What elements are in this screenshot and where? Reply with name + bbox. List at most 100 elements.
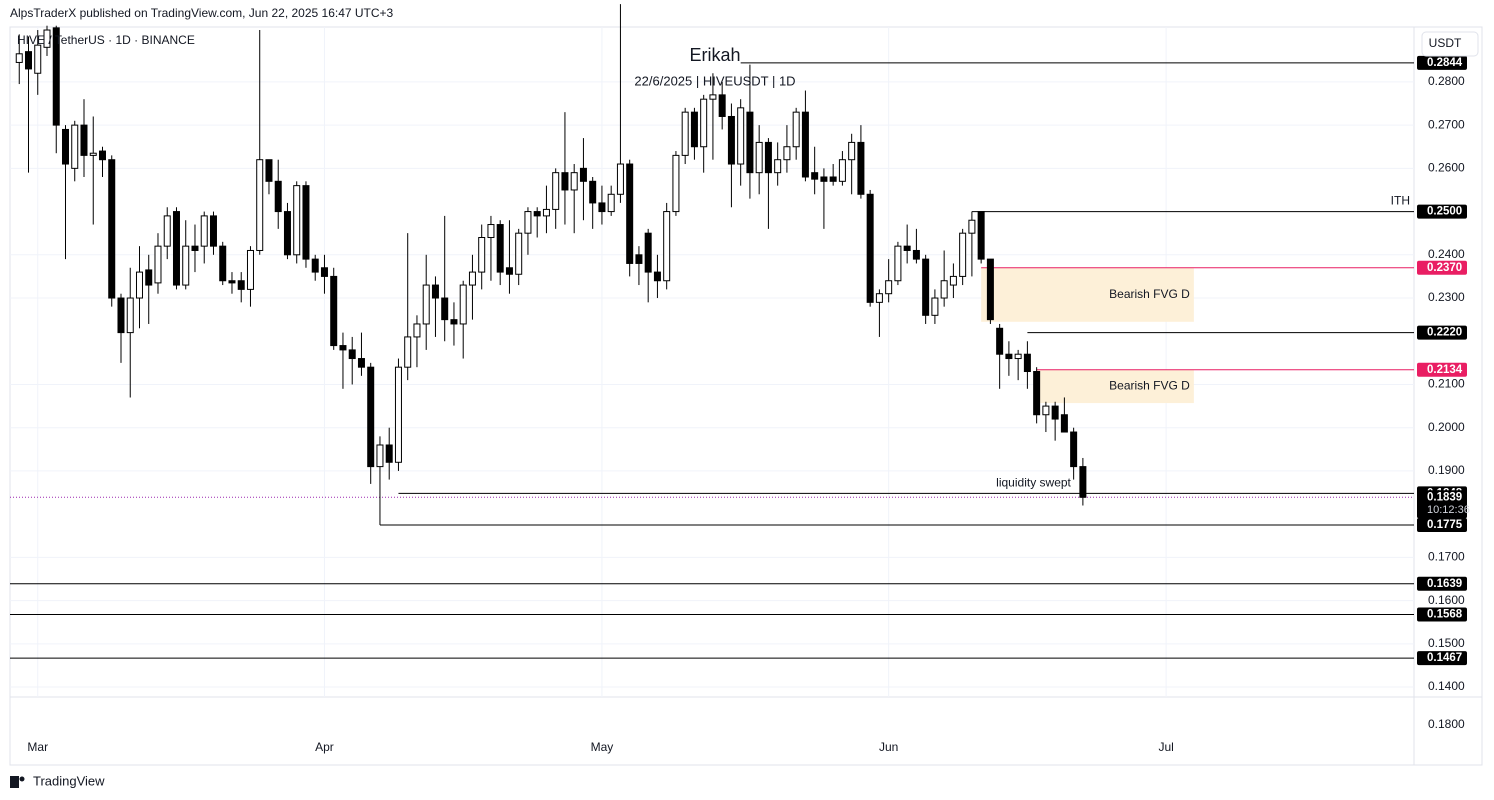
footer-brand: TradingView [33,773,105,788]
chart-subtitle: 22/6/2025 | HIVEUSDT | 1D [634,73,795,88]
candle-body [209,215,217,247]
logo-mark [10,776,19,788]
candle-body [857,141,865,195]
labels-layer: 0.28440.25000.23700.22200.21340.18480.17… [1417,55,1470,666]
candle-body [34,44,42,74]
currency[interactable]: USDT [1429,36,1462,50]
candle-body [15,53,23,63]
candle-body [71,124,79,169]
candle-body [968,219,976,234]
candle-body [885,280,893,295]
candle-body [283,211,291,256]
price-label-box [1417,651,1467,666]
candle-body [700,98,708,148]
candle-body [320,267,328,277]
zones-layer: Bearish FVG D Bearish FVG D [981,267,1194,404]
candle-body [154,245,162,284]
candle-body [431,284,439,299]
candle-body [172,211,180,286]
candle-body [792,111,800,148]
y-tick-label: 0.1600 [1428,593,1465,607]
candle-body [616,163,624,195]
candle-body [681,111,689,156]
candle-body [1060,414,1068,433]
candle-body [441,297,449,321]
candle-body [829,176,837,182]
price-label: 0.1639 [1427,578,1462,590]
candle-body [996,327,1004,355]
candle-body [959,232,967,277]
y-tick-label: 0.1900 [1428,463,1465,477]
candle-body [468,271,476,286]
levels-layer: ITH liquidity swept [10,62,1414,659]
price-label-box [1417,55,1467,70]
candle-body [1079,466,1087,498]
level-note: liquidity swept [996,476,1071,490]
candle-body [43,29,51,48]
candle-body [746,111,754,174]
x-tick-label: Mar [27,740,48,754]
candle-body [496,224,504,273]
candle-body [182,245,190,286]
price-label-box [1417,362,1467,377]
candle-body [357,358,365,368]
candle-body [404,336,412,368]
candle-body [727,115,735,165]
publisher: AlpsTraderX published on TradingView.com… [10,6,394,20]
candle-body [663,211,671,282]
candle-body [422,284,430,325]
candle-body [274,180,282,213]
candle-body [672,154,680,213]
candle-body [1033,371,1041,416]
candle-body [644,232,652,273]
x-tick-label: May [591,740,614,754]
candle-body [570,172,578,191]
candle-body [191,245,199,251]
candle-body [626,163,634,264]
candle-body [598,202,606,213]
candle-body [690,111,698,148]
candle-body [931,297,939,316]
candle-body [163,215,171,247]
candle-body [413,323,421,338]
candle-body [237,280,245,290]
candle-body [126,297,134,334]
price-label: 0.1568 [1427,608,1463,620]
candle-body [80,124,88,156]
candle-body [459,284,467,325]
candle-body [764,141,772,174]
candle-body [533,211,541,217]
candle-body [1023,353,1031,373]
price-label: 0.2370 [1427,262,1462,274]
y-tick-label: 0.1400 [1428,679,1465,693]
candle-body [98,150,106,161]
candle-body [256,159,264,251]
candle-body [478,237,486,273]
fvg-zone [981,267,1194,322]
candle-body [552,172,560,210]
candle-body [311,258,319,273]
price-label-box [1417,576,1467,591]
x-tick-label: Jul [1158,740,1173,754]
candle-body [589,180,597,204]
candle-body [367,366,375,468]
candle-body [200,215,208,247]
candle-body [330,275,338,347]
price-label: 0.1467 [1427,652,1462,664]
currency-button[interactable] [1421,31,1479,57]
candle-body [89,152,97,156]
candle-body [524,211,532,234]
candle-body [912,249,920,260]
price-label-box [1417,260,1467,275]
candle-body [219,245,227,282]
candle-body [108,159,116,299]
candle-body [339,345,347,351]
candle-body [755,141,763,174]
price-label: 0.1775 [1427,519,1463,531]
logo: TradingView [10,773,105,788]
candle-body [848,141,856,161]
fvg-zone [1036,369,1194,404]
y-tick-label: 0.2100 [1428,377,1465,391]
